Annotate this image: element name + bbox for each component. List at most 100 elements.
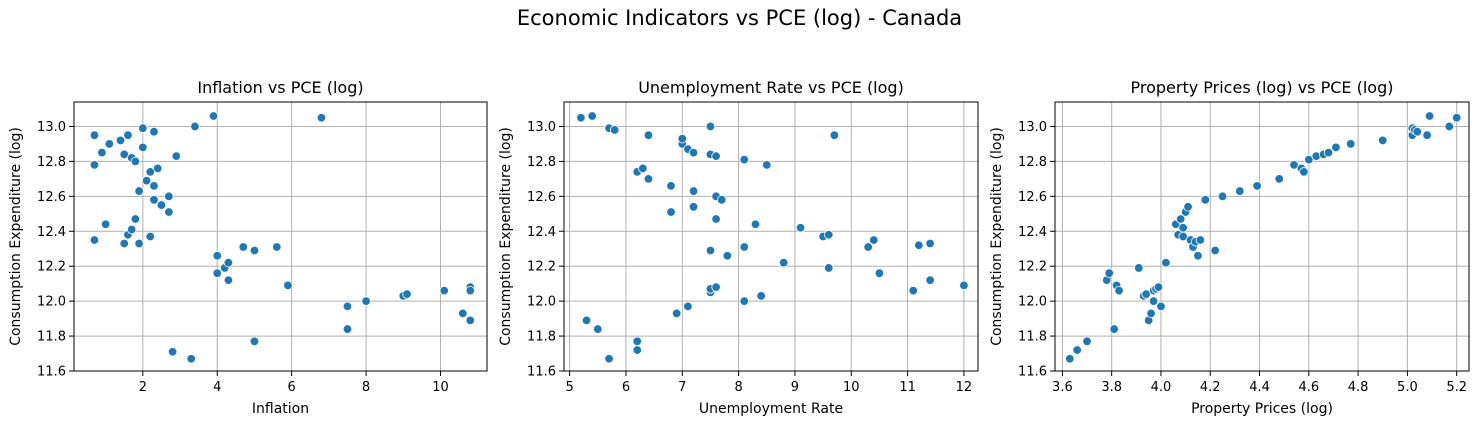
data-point [869, 235, 879, 245]
y-tick-label: 12.6 [37, 190, 66, 205]
data-point [824, 263, 834, 273]
plot-frame [73, 101, 488, 372]
x-tick-label: 12 [956, 380, 973, 395]
data-point [1065, 354, 1075, 364]
y-tick-label: 12.2 [527, 260, 556, 275]
data-point [156, 200, 167, 210]
y-tick-label: 12.0 [37, 295, 66, 310]
plot-frame [1054, 101, 1470, 372]
data-point [874, 268, 885, 278]
data-point [587, 111, 597, 121]
figure-suptitle: Economic Indicators vs PCE (log) - Canad… [516, 6, 963, 30]
data-point [1323, 147, 1334, 158]
data-point [717, 195, 727, 205]
data-point [688, 147, 699, 158]
data-point [925, 275, 935, 285]
data-point [705, 121, 716, 132]
data-point [711, 151, 721, 161]
data-point [223, 258, 234, 268]
x-axis-label: Property Prices (log) [1191, 401, 1333, 417]
data-point [1195, 235, 1206, 245]
x-tick-label: 4.0 [1151, 380, 1172, 395]
data-point [249, 336, 260, 347]
data-point [167, 347, 178, 357]
data-point [1082, 336, 1092, 347]
data-point [342, 324, 353, 334]
y-tick-label: 12.8 [1018, 155, 1047, 170]
data-point [1331, 142, 1341, 153]
data-point [212, 251, 222, 261]
x-tick-label: 8 [362, 380, 370, 395]
chart-title: Property Prices (log) vs PCE (log) [1131, 78, 1394, 97]
data-point [1210, 245, 1220, 256]
data-point [666, 181, 676, 191]
data-point [238, 242, 248, 252]
data-point [119, 238, 129, 249]
data-point [115, 135, 126, 146]
data-point [722, 251, 733, 261]
chart-panel-2: 5 6 7 8 9 10 11 12 11.6 11.8 12.0 12.2 12.4 12.6 12.8 1… [498, 78, 979, 417]
data-point [756, 291, 766, 301]
y-tick-label: 12.4 [527, 225, 556, 240]
data-point [1412, 126, 1422, 137]
data-point [439, 285, 449, 296]
data-point [149, 195, 159, 205]
data-point [316, 113, 327, 123]
data-point [739, 296, 749, 306]
x-tick-label: 5 [565, 380, 573, 395]
data-point [1161, 258, 1171, 268]
data-point [688, 186, 699, 196]
data-point [671, 308, 682, 319]
data-point [643, 174, 654, 184]
data-point [126, 224, 137, 235]
y-tick-label: 11.6 [527, 365, 556, 380]
data-point [1217, 191, 1228, 202]
y-tick-label: 12.8 [527, 155, 556, 170]
x-tick-label: 2 [139, 380, 147, 395]
plot-area [1055, 102, 1469, 371]
y-axis-label: Consumption Expenditure (log) [498, 127, 514, 346]
y-tick-label: 12.4 [1018, 225, 1047, 240]
data-point [171, 151, 182, 161]
y-tick-label: 13.0 [527, 120, 556, 135]
data-point [164, 191, 174, 202]
data-point [249, 245, 260, 256]
x-tick-label: 4.2 [1200, 380, 1221, 395]
data-point [1109, 324, 1119, 334]
data-point [186, 354, 196, 364]
x-tick-label: 10 [432, 380, 449, 395]
x-axis-label: Inflation [252, 401, 309, 417]
x-tick-label: 4.8 [1348, 380, 1369, 395]
x-tick-label: 9 [791, 380, 799, 395]
data-point [959, 280, 969, 291]
data-point [632, 345, 642, 355]
y-tick-label: 12.0 [527, 295, 556, 310]
data-point [458, 308, 468, 319]
data-point [223, 275, 234, 285]
data-point [164, 207, 174, 217]
data-point [134, 238, 144, 249]
data-point [1104, 268, 1114, 278]
data-point [581, 315, 592, 326]
data-point [778, 258, 789, 268]
data-point [1424, 111, 1435, 121]
x-tick-label: 4.6 [1298, 380, 1319, 395]
data-point [153, 163, 163, 174]
data-point [908, 285, 918, 296]
x-tick-label: 10 [843, 380, 860, 395]
data-point [576, 113, 586, 123]
data-point [925, 238, 935, 249]
data-point [705, 245, 716, 256]
data-point [89, 160, 100, 170]
data-point [1114, 285, 1124, 296]
data-point [609, 125, 620, 135]
data-point [1346, 139, 1356, 149]
data-point [283, 280, 293, 291]
x-tick-label: 6 [288, 380, 296, 395]
data-point [190, 121, 200, 132]
y-axis-label: Consumption Expenditure (log) [8, 127, 24, 346]
data-point [1178, 223, 1188, 233]
data-point [465, 285, 475, 296]
